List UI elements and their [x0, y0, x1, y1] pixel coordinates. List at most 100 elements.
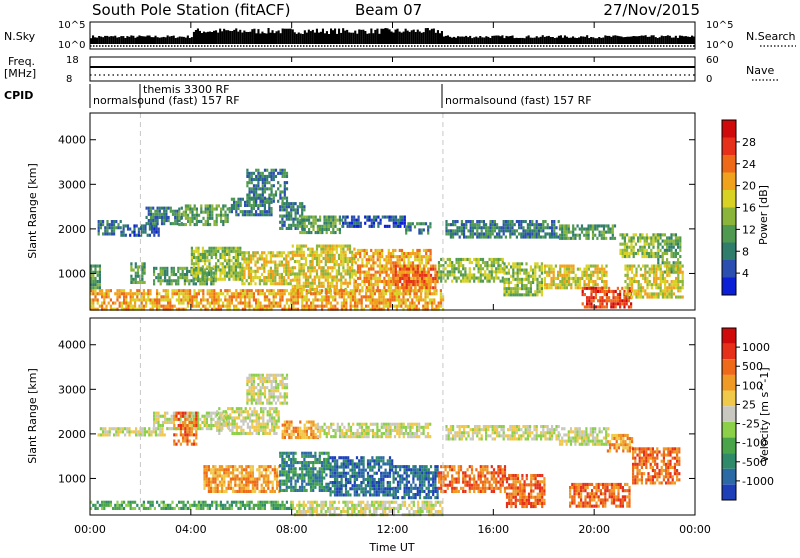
- heatmap-cell: [564, 268, 566, 271]
- heatmap-cell: [319, 292, 321, 295]
- heatmap-cell: [447, 264, 449, 267]
- heatmap-cell: [423, 228, 425, 231]
- heatmap-cell: [228, 253, 230, 256]
- heatmap-cell: [237, 201, 239, 204]
- heatmap-cell: [464, 277, 466, 280]
- heatmap-cell: [664, 240, 666, 243]
- nsky-bar: [596, 38, 598, 44]
- heatmap-cell: [493, 270, 495, 273]
- heatmap-cell: [386, 258, 388, 261]
- heatmap-cell: [675, 271, 677, 274]
- heatmap-cell: [485, 226, 487, 229]
- heatmap-cell: [253, 178, 255, 181]
- heatmap-cell: [143, 298, 145, 301]
- nsky-bar: [445, 36, 447, 44]
- heatmap-cell: [253, 207, 255, 210]
- heatmap-cell: [624, 286, 626, 289]
- heatmap-cell: [308, 222, 310, 225]
- heatmap-cell: [266, 169, 268, 172]
- heatmap-cell: [275, 302, 277, 305]
- heatmap-cell: [469, 267, 471, 270]
- heatmap-cell: [339, 295, 341, 298]
- heatmap-cell: [422, 298, 424, 301]
- heatmap-cell: [204, 262, 206, 265]
- heatmap-cell: [668, 240, 670, 243]
- heatmap-cell: [270, 276, 272, 279]
- heatmap-cell: [454, 229, 456, 232]
- heatmap-cell: [270, 289, 272, 292]
- heatmap-cell: [419, 249, 421, 252]
- heatmap-cell: [276, 251, 278, 254]
- heatmap-cell: [596, 237, 598, 240]
- heatmap-cell: [465, 236, 467, 239]
- heatmap-cell: [623, 299, 625, 302]
- heatmap-cell: [572, 237, 574, 240]
- nsky-bar: [435, 33, 437, 44]
- heatmap-cell: [364, 277, 366, 280]
- heatmap-cell: [268, 207, 270, 210]
- heatmap-cell: [570, 231, 572, 234]
- heatmap-cell: [648, 255, 650, 258]
- heatmap-cell: [590, 277, 592, 280]
- heatmap-cell: [420, 295, 422, 298]
- heatmap-cell: [297, 295, 299, 298]
- heatmap-cell: [222, 253, 224, 256]
- heatmap-cell: [603, 274, 605, 277]
- heatmap-cell: [320, 272, 322, 275]
- heatmap-cell: [298, 276, 300, 279]
- heatmap-cell: [191, 302, 193, 305]
- heatmap-cell: [651, 271, 653, 274]
- heatmap-cell: [251, 172, 253, 175]
- heatmap-cell: [186, 267, 188, 270]
- heatmap-cell: [231, 207, 233, 210]
- heatmap-cell: [445, 261, 447, 264]
- heatmap-cell: [559, 274, 561, 277]
- heatmap-cell: [180, 415, 182, 418]
- heatmap-cell: [655, 265, 657, 268]
- heatmap-cell: [193, 262, 195, 265]
- heatmap-cell: [384, 216, 386, 219]
- heatmap-cell: [413, 305, 415, 308]
- heatmap-cell: [612, 228, 614, 231]
- heatmap-cell: [679, 236, 681, 239]
- heatmap-cell: [193, 433, 195, 436]
- heatmap-cell: [176, 213, 178, 216]
- heatmap-cell: [406, 280, 408, 283]
- heatmap-cell: [582, 302, 584, 305]
- heatmap-cell: [301, 302, 303, 305]
- heatmap-cell: [152, 213, 154, 216]
- heatmap-cell: [682, 280, 684, 283]
- nsky-bar: [134, 38, 136, 44]
- heatmap-cell: [366, 274, 368, 277]
- heatmap-cell: [147, 298, 149, 301]
- heatmap-cell: [92, 286, 94, 289]
- colorbar-tick-label: 20: [742, 180, 756, 193]
- heatmap-cell: [644, 236, 646, 239]
- nsky-bar: [544, 37, 546, 44]
- heatmap-cell: [144, 262, 146, 265]
- heatmap-cell: [539, 281, 541, 284]
- heatmap-cell: [673, 255, 675, 258]
- date-title: 27/Nov/2015: [603, 1, 700, 19]
- heatmap-cell: [344, 216, 346, 219]
- heatmap-cell: [541, 287, 543, 290]
- heatmap-cell: [220, 214, 222, 217]
- nsky-bar: [356, 34, 358, 44]
- heatmap-cell: [388, 277, 390, 280]
- heatmap-cell: [568, 265, 570, 268]
- heatmap-cell: [345, 302, 347, 305]
- heatmap-cell: [242, 198, 244, 201]
- heatmap-cell: [298, 279, 300, 282]
- heatmap-cell: [482, 273, 484, 276]
- heatmap-cell: [207, 223, 209, 226]
- heatmap-cell: [316, 269, 318, 272]
- nsky-bar: [679, 36, 681, 45]
- heatmap-cell: [492, 220, 494, 223]
- heatmap-cell: [144, 272, 146, 275]
- heatmap-cell: [675, 249, 677, 252]
- heatmap-cell: [605, 265, 607, 268]
- heatmap-cell: [359, 283, 361, 286]
- nsky-bar: [253, 29, 255, 44]
- heatmap-cell: [648, 243, 650, 246]
- heatmap-cell: [359, 274, 361, 277]
